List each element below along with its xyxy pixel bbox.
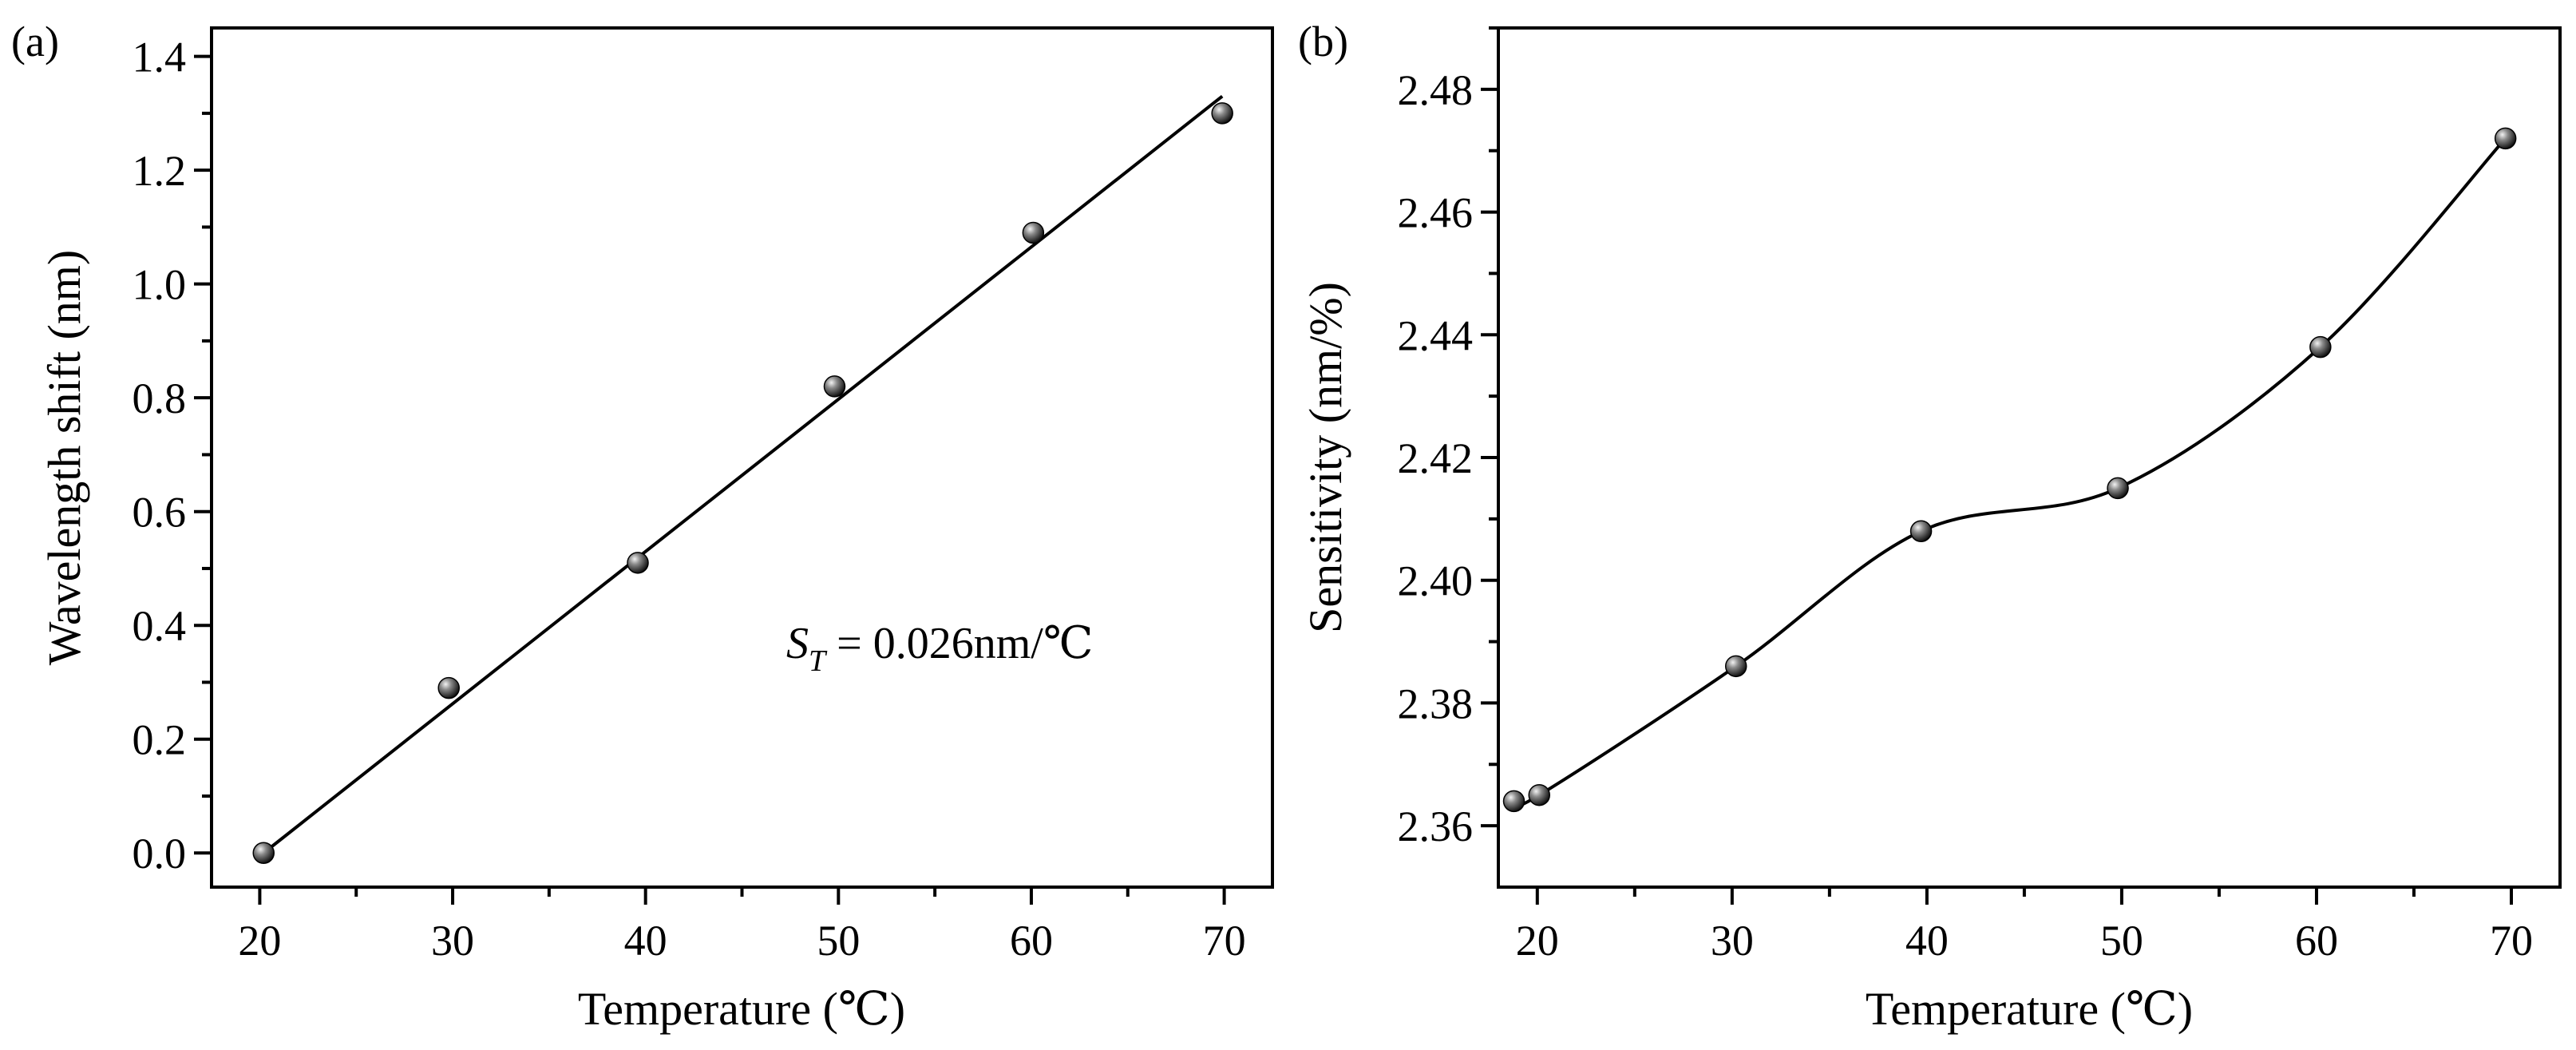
annotation-subscript: T	[809, 644, 828, 678]
y-tick-label: 0.8	[133, 374, 187, 422]
data-point	[1724, 655, 1747, 678]
x-tick-label: 60	[2295, 917, 2338, 965]
panel-b-x-axis-label: Temperature (℃)	[1866, 983, 2193, 1035]
x-tick-label: 70	[2490, 917, 2533, 965]
data-point	[823, 375, 846, 398]
y-tick-label: 2.40	[1398, 557, 1474, 605]
panel-a-y-axis-label: Wavelength shift (nm)	[38, 250, 90, 665]
panel-a-y-tick-labels: 0.0 0.2 0.4 0.6 0.8 1.0 1.2 1.4	[133, 34, 187, 878]
data-point	[1528, 783, 1550, 806]
x-tick-label: 30	[1711, 917, 1754, 965]
panel-b-y-tick-labels: 2.36 2.38 2.40 2.42 2.44 2.46 2.48	[1398, 66, 1474, 850]
x-tick-label: 50	[817, 917, 860, 965]
panel-a-x-axis-label: Temperature (℃)	[578, 983, 905, 1035]
x-tick-label: 40	[624, 917, 667, 965]
panel-a: (a) 20 30 40 50 60 70 0.0 0.2 0.4 0.6 0.8 1.0 1.2 1.…	[11, 18, 1274, 1035]
y-tick-label: 2.42	[1398, 434, 1474, 482]
x-tick-label: 20	[238, 917, 281, 965]
data-point	[252, 842, 275, 864]
panel-a-annotation: ST = 0.026nm/℃	[786, 619, 1093, 678]
data-point	[2494, 127, 2517, 150]
smooth-fit-curve	[1512, 137, 2507, 809]
data-point	[1211, 102, 1233, 125]
x-tick-label: 40	[1905, 917, 1949, 965]
data-point	[1909, 520, 1933, 542]
panel-b-plot-frame	[1497, 26, 2562, 889]
y-tick-label: 1.2	[133, 147, 187, 195]
panel-a-x-tick-labels: 20 30 40 50 60 70	[238, 917, 1245, 965]
panel-b-label: (b)	[1298, 18, 1348, 65]
y-tick-label: 2.46	[1398, 189, 1474, 237]
panel-a-ticks	[194, 54, 1226, 905]
y-tick-label: 0.6	[133, 489, 187, 537]
data-point	[2107, 477, 2129, 500]
annotation-symbol: S	[786, 619, 809, 668]
data-point	[437, 676, 460, 699]
y-tick-label: 0.4	[133, 602, 187, 650]
y-tick-label: 2.38	[1398, 680, 1474, 727]
data-point	[627, 552, 649, 574]
panel-a-fit-layer	[263, 94, 1224, 854]
y-tick-label: 0.2	[133, 716, 187, 764]
y-tick-label: 0.0	[133, 830, 187, 878]
x-tick-label: 30	[431, 917, 474, 965]
panel-b: (b) 20 30 40 50 60 70 2.36 2.38 2.40 2.42 2.44 2.4…	[1298, 18, 2562, 1035]
panel-a-points	[252, 102, 1233, 864]
x-tick-label: 20	[1516, 917, 1559, 965]
y-tick-label: 1.4	[133, 34, 187, 81]
panel-b-points	[1502, 127, 2517, 813]
panel-b-x-tick-labels: 20 30 40 50 60 70	[1516, 917, 2533, 965]
data-point	[1022, 221, 1045, 244]
y-tick-label: 1.0	[133, 261, 187, 309]
panel-a-plot-frame	[210, 26, 1274, 889]
panel-a-label: (a)	[11, 18, 59, 65]
panel-b-ticks	[1481, 26, 2513, 905]
x-tick-label: 50	[2100, 917, 2143, 965]
data-point	[2309, 335, 2332, 359]
data-point	[1502, 790, 1525, 813]
y-tick-label: 2.48	[1398, 66, 1474, 114]
annotation-text: = 0.026nm/℃	[825, 619, 1093, 668]
panel-b-fit-layer	[1512, 137, 2507, 809]
y-tick-label: 2.36	[1398, 802, 1474, 850]
panel-b-y-axis-label: Sensitivity (nm/%)	[1300, 282, 1351, 633]
linear-fit-line	[263, 94, 1224, 854]
x-tick-label: 60	[1010, 917, 1053, 965]
x-tick-label: 70	[1203, 917, 1246, 965]
y-tick-label: 2.44	[1398, 311, 1474, 359]
